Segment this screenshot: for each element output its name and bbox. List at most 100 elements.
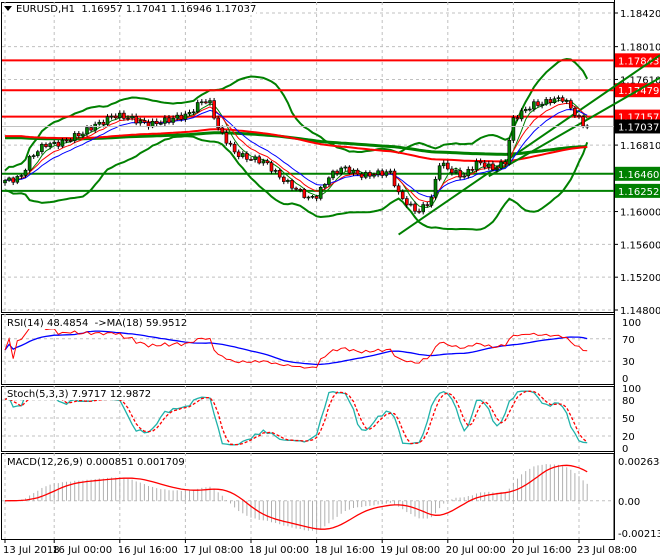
candle <box>187 109 192 116</box>
candle-body <box>290 180 294 189</box>
candle-body <box>273 170 278 172</box>
candle <box>499 159 503 170</box>
candle-body <box>232 143 237 153</box>
dropdown-triangle-icon[interactable] <box>4 6 12 11</box>
time-label: 20 Jul 16:00 <box>511 545 571 556</box>
candle-body <box>454 170 458 174</box>
high-price: 1.17041 <box>125 4 168 15</box>
candle-body <box>85 127 89 135</box>
support-level-tag <box>615 183 660 198</box>
candle-body <box>384 171 389 176</box>
candle-body <box>113 115 118 119</box>
candle-body <box>519 110 524 120</box>
stoch-tick: 50 <box>622 414 635 425</box>
candle-body <box>241 153 245 157</box>
candle-body <box>314 195 319 199</box>
candle-body <box>60 139 65 147</box>
candle <box>331 169 335 181</box>
candle <box>478 158 483 166</box>
candle <box>376 168 380 178</box>
candle-body <box>548 99 553 103</box>
candle <box>81 131 85 139</box>
candle-body <box>499 161 503 169</box>
candle <box>77 131 81 139</box>
candle <box>204 99 208 105</box>
candle-body <box>72 133 77 141</box>
candle-body <box>376 170 380 176</box>
candle <box>216 115 220 131</box>
candle <box>527 106 532 112</box>
candle-body <box>195 102 200 113</box>
candle-body <box>495 167 499 171</box>
candle-body <box>142 120 147 123</box>
candle <box>109 113 114 120</box>
candle-body <box>7 177 11 181</box>
candle-body <box>109 115 114 118</box>
candle-body <box>118 112 122 119</box>
candle-body <box>105 116 110 125</box>
candle <box>11 176 15 186</box>
candle <box>372 172 376 179</box>
candle <box>384 169 389 178</box>
candle-body <box>544 99 549 105</box>
candle-body <box>581 116 585 127</box>
candle-body <box>536 101 540 106</box>
candle <box>212 97 216 120</box>
price-label: 1.16000 <box>620 208 660 219</box>
candle <box>85 125 89 137</box>
candle-body <box>89 127 93 131</box>
candle <box>511 115 516 144</box>
price-label: 1.15600 <box>620 240 660 251</box>
candle <box>433 176 438 200</box>
resistance-level-label: 1.17843 <box>618 56 659 67</box>
candle <box>269 160 274 174</box>
candle-body <box>31 155 36 157</box>
candle <box>15 174 20 185</box>
candle-body <box>302 189 307 198</box>
candle-body <box>474 161 479 171</box>
candle-body <box>560 97 565 102</box>
candle-body <box>40 143 44 152</box>
candle <box>327 176 331 187</box>
trendline <box>398 54 660 236</box>
candle <box>232 141 237 155</box>
candle <box>359 172 364 181</box>
candle-body <box>183 113 188 120</box>
rsi-tick: 30 <box>622 357 635 368</box>
candle <box>273 168 278 174</box>
candle-body <box>257 156 262 164</box>
support-level-label: 1.16460 <box>618 170 659 181</box>
candle-body <box>171 117 175 123</box>
candle <box>568 98 573 111</box>
ma-mid <box>4 102 588 203</box>
stoch-d-line <box>4 390 588 446</box>
candle <box>97 119 102 126</box>
candle <box>167 115 171 125</box>
bollinger-lower <box>4 135 589 231</box>
candle-body <box>568 100 573 109</box>
price-label: 1.18010 <box>620 43 660 54</box>
candle <box>454 167 458 175</box>
candle <box>195 99 200 114</box>
time-label: 16 Jul 00:00 <box>52 545 112 556</box>
candle-body <box>556 97 561 100</box>
candle-body <box>228 142 233 145</box>
candle <box>261 158 266 166</box>
candle <box>310 195 315 199</box>
candle <box>134 113 138 126</box>
candle-body <box>175 114 179 119</box>
rsi-ma-line <box>4 330 588 366</box>
price-label: 1.16810 <box>620 141 660 152</box>
time-label: 20 Jul 00:00 <box>446 545 506 556</box>
candle <box>306 195 311 201</box>
time-label: 13 Jul 2018 <box>3 545 60 556</box>
candle <box>573 106 577 118</box>
rsi-tick: 70 <box>622 335 635 346</box>
candle <box>286 178 290 184</box>
candle <box>294 186 298 191</box>
candle-body <box>167 117 171 123</box>
candle <box>536 99 540 108</box>
close-price: 1.17037 <box>215 4 257 15</box>
